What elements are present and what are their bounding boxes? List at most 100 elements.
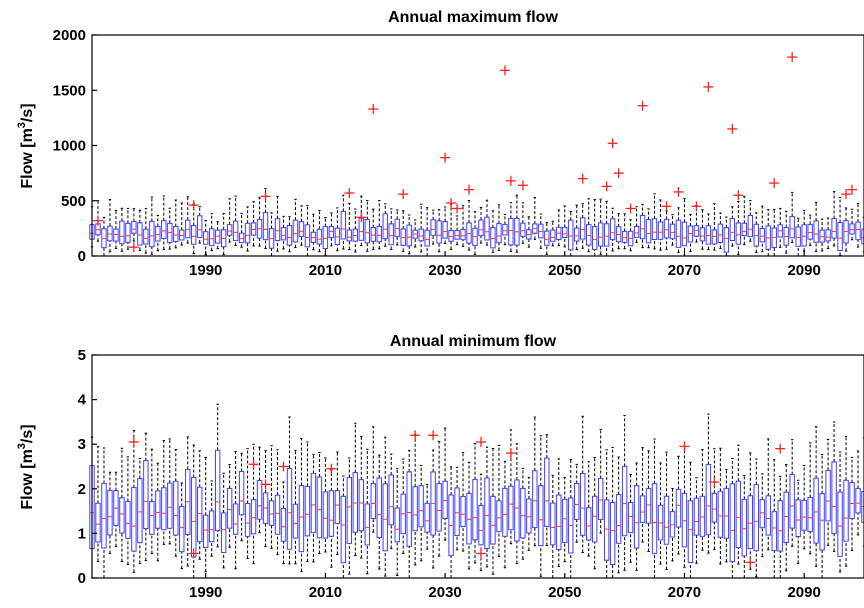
- box-body: [316, 228, 323, 245]
- box-body: [699, 495, 706, 537]
- box-body: [304, 224, 311, 248]
- box-1993: [220, 472, 227, 569]
- box-2070: [681, 445, 688, 568]
- box-body: [101, 482, 107, 549]
- outlier: [128, 242, 139, 253]
- box-body: [526, 498, 532, 534]
- axis-ticks-min: 0 1 2 3 4 5 1990 2010 2030 2050 2070 2090: [78, 347, 821, 601]
- box-body: [280, 507, 287, 542]
- box-2092: [813, 426, 819, 567]
- box-body: [532, 470, 538, 529]
- box-body: [645, 219, 652, 244]
- box-body: [436, 220, 442, 244]
- box-1995: [232, 195, 239, 247]
- box-body: [334, 490, 341, 524]
- outlier: [475, 548, 486, 559]
- box-2063: [639, 203, 646, 249]
- outlier: [775, 443, 786, 454]
- box-2053: [580, 203, 586, 249]
- box-body: [400, 228, 406, 246]
- box-body: [203, 231, 209, 245]
- box-body: [250, 499, 257, 535]
- outlier: [248, 459, 259, 470]
- box-2056: [597, 198, 604, 255]
- box-2002: [274, 196, 281, 252]
- box-body: [125, 222, 131, 243]
- box-body: [490, 495, 496, 545]
- box-body: [125, 500, 131, 539]
- box-2059: [615, 456, 622, 574]
- x-tick-label: 2070: [668, 584, 701, 601]
- box-body: [478, 504, 484, 546]
- box-body: [382, 483, 388, 552]
- box-2075: [711, 448, 718, 550]
- box-body: [681, 492, 688, 548]
- box-body: [442, 480, 448, 519]
- box-2044: [526, 216, 532, 248]
- box-body: [364, 503, 370, 546]
- box-body: [95, 502, 101, 543]
- box-body: [226, 224, 233, 236]
- chart-annual-maximum-flow: Annual maximum flow Flow [m3/s] 0 500 1000…: [16, 9, 864, 279]
- box-2008: [310, 213, 317, 251]
- box-2019: [376, 200, 382, 250]
- box-2013: [340, 194, 347, 250]
- box-body: [807, 223, 813, 240]
- box-body: [544, 457, 550, 527]
- box-2039: [496, 204, 502, 251]
- box-body: [292, 219, 299, 243]
- box-body: [208, 228, 215, 247]
- box-2090: [801, 464, 807, 550]
- y-tick-label: 500: [61, 193, 86, 210]
- box-body: [801, 224, 807, 247]
- box-2010: [322, 217, 329, 257]
- outlier: [475, 436, 486, 447]
- box-2091: [807, 214, 813, 247]
- box-body: [591, 226, 598, 250]
- outlier: [440, 152, 451, 163]
- outlier: [278, 461, 289, 472]
- box-2088: [789, 191, 795, 243]
- box-2017: [364, 448, 370, 575]
- box-2013: [340, 475, 347, 579]
- outlier: [326, 463, 337, 474]
- box-2046: [538, 213, 544, 249]
- box-2053: [580, 415, 586, 553]
- box-body: [651, 483, 658, 554]
- box-body: [819, 229, 825, 243]
- box-body: [442, 221, 448, 239]
- box-2055: [591, 199, 598, 257]
- box-2048: [550, 474, 556, 579]
- box-2070: [681, 198, 688, 257]
- box-2050: [562, 476, 568, 563]
- box-2010: [322, 457, 329, 553]
- box-1978: [131, 208, 137, 242]
- box-body: [155, 490, 161, 529]
- y-tick-label: 4: [78, 392, 87, 409]
- box-body: [681, 221, 688, 247]
- box-2094: [825, 217, 831, 249]
- box-body: [753, 223, 759, 247]
- box-body: [496, 223, 502, 244]
- box-2051: [568, 211, 574, 257]
- box-body: [214, 449, 221, 532]
- box-2077: [723, 216, 730, 257]
- box-body: [502, 487, 508, 537]
- box-body: [226, 487, 233, 529]
- box-body: [406, 224, 412, 247]
- box-body: [394, 507, 400, 543]
- box-body: [675, 219, 682, 248]
- box-2018: [370, 426, 376, 533]
- box-body: [107, 489, 113, 536]
- box-2045: [532, 416, 538, 547]
- box-body: [705, 463, 712, 536]
- box-2068: [669, 214, 676, 246]
- box-2064: [645, 450, 652, 553]
- box-2097: [843, 435, 849, 567]
- box-1992: [214, 403, 221, 548]
- box-1979: [137, 457, 143, 564]
- box-body: [603, 223, 610, 247]
- box-2094: [825, 438, 831, 546]
- box-2005: [292, 198, 299, 249]
- outlier: [679, 441, 690, 452]
